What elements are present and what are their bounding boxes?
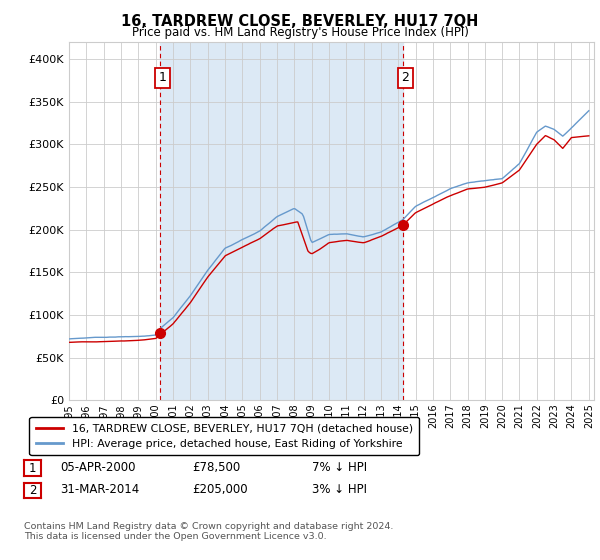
Text: 31-MAR-2014: 31-MAR-2014 — [60, 483, 139, 496]
Legend: 16, TARDREW CLOSE, BEVERLEY, HU17 7QH (detached house), HPI: Average price, deta: 16, TARDREW CLOSE, BEVERLEY, HU17 7QH (d… — [29, 417, 419, 455]
Text: 1: 1 — [29, 461, 36, 475]
Text: 16, TARDREW CLOSE, BEVERLEY, HU17 7QH: 16, TARDREW CLOSE, BEVERLEY, HU17 7QH — [121, 14, 479, 29]
Text: Contains HM Land Registry data © Crown copyright and database right 2024.
This d: Contains HM Land Registry data © Crown c… — [24, 522, 394, 542]
Text: 7% ↓ HPI: 7% ↓ HPI — [312, 460, 367, 474]
Text: 05-APR-2000: 05-APR-2000 — [60, 460, 136, 474]
Text: 2: 2 — [29, 484, 36, 497]
Text: 3% ↓ HPI: 3% ↓ HPI — [312, 483, 367, 496]
Text: £78,500: £78,500 — [192, 460, 240, 474]
Text: £205,000: £205,000 — [192, 483, 248, 496]
Bar — [160, 42, 403, 400]
Text: Price paid vs. HM Land Registry's House Price Index (HPI): Price paid vs. HM Land Registry's House … — [131, 26, 469, 39]
Text: 2: 2 — [401, 71, 409, 85]
Text: 1: 1 — [158, 71, 167, 85]
